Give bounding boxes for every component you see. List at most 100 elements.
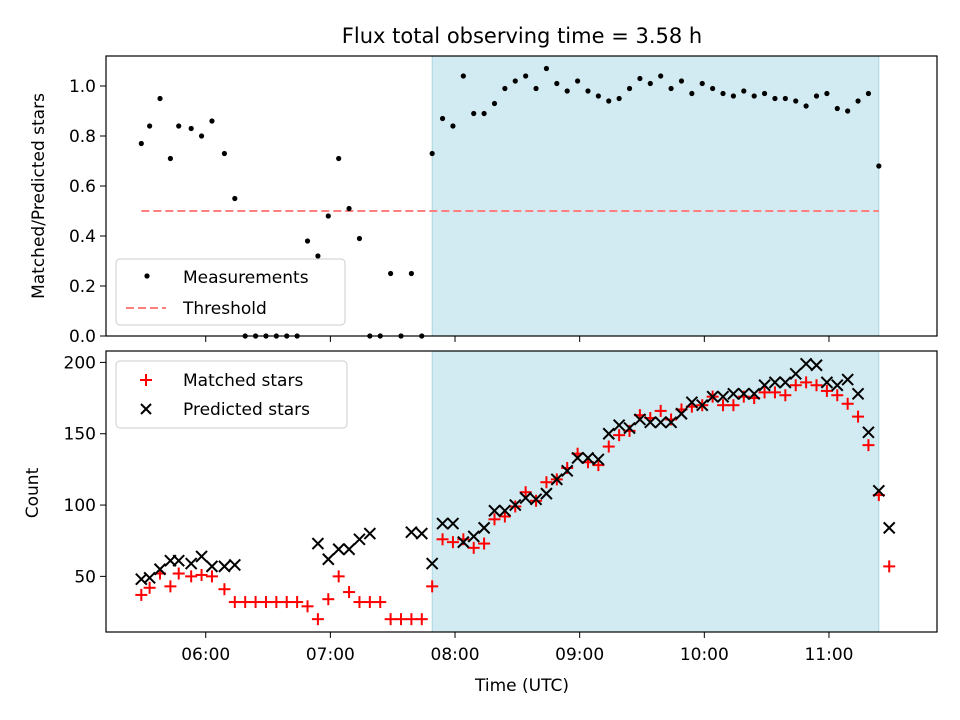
measurement-point bbox=[502, 85, 508, 92]
legend-measurements-marker bbox=[144, 273, 150, 279]
predicted-star-point bbox=[883, 521, 896, 535]
matched-star-point bbox=[249, 596, 262, 609]
measurement-point bbox=[388, 270, 394, 277]
matched-star-point bbox=[311, 613, 324, 626]
predicted-star-point bbox=[831, 379, 844, 392]
matched-star-point bbox=[405, 613, 418, 626]
matched-star-point bbox=[717, 399, 730, 412]
predicted-star-point bbox=[519, 491, 532, 505]
matched-star-point bbox=[239, 596, 252, 609]
measurement-point bbox=[678, 78, 685, 84]
measurement-point bbox=[699, 80, 705, 87]
legend-threshold-label: Threshold bbox=[182, 299, 267, 319]
matched-star-point bbox=[436, 533, 449, 546]
measurement-point bbox=[346, 205, 352, 212]
matched-star-point bbox=[228, 596, 241, 609]
matched-star-point bbox=[270, 596, 283, 609]
predicted-star-point bbox=[571, 451, 584, 465]
matched-star-point bbox=[810, 379, 823, 392]
measurement-point bbox=[138, 140, 144, 147]
x-tick-label: 08:00 bbox=[431, 645, 480, 665]
matched-star-point bbox=[353, 596, 366, 609]
matched-star-point bbox=[374, 596, 387, 609]
predicted-star-point bbox=[602, 427, 615, 440]
matched-star-point bbox=[820, 384, 833, 397]
predicted-star-point bbox=[623, 421, 636, 435]
measurement-point bbox=[616, 95, 622, 102]
measurement-point bbox=[157, 95, 163, 102]
measurement-point bbox=[782, 95, 788, 102]
matched-star-point bbox=[509, 500, 522, 513]
predicted-star-point bbox=[332, 543, 345, 556]
predicted-star-point bbox=[509, 498, 522, 512]
legend-predicted-marker bbox=[140, 403, 152, 415]
measurement-point bbox=[751, 93, 757, 99]
matched-star-point bbox=[488, 513, 501, 526]
predicted-star-point bbox=[477, 521, 491, 535]
matched-star-point bbox=[498, 510, 511, 523]
predicted-star-point bbox=[405, 525, 418, 539]
predicted-star-point bbox=[851, 387, 865, 400]
predicted-star-point bbox=[342, 543, 356, 556]
predicted-star-point bbox=[172, 554, 185, 567]
matched-star-point bbox=[363, 596, 376, 609]
measurement-point bbox=[813, 93, 820, 99]
predicted-star-point bbox=[228, 558, 242, 572]
measurement-point bbox=[429, 150, 435, 157]
measurement-point bbox=[803, 103, 809, 109]
matched-star-point bbox=[164, 580, 177, 593]
measurement-point bbox=[460, 73, 466, 79]
measurement-point bbox=[356, 235, 363, 242]
legend-predicted-label: Predicted stars bbox=[183, 400, 310, 420]
matched-star-point bbox=[322, 593, 335, 606]
matched-star-point bbox=[332, 570, 345, 583]
predicted-star-point bbox=[664, 416, 678, 429]
x-tick-label: 07:00 bbox=[306, 645, 355, 665]
matched-star-point bbox=[291, 596, 304, 609]
measurement-point bbox=[304, 238, 311, 244]
matched-star-point bbox=[218, 583, 231, 596]
measurement-point bbox=[176, 123, 182, 129]
predicted-star-point bbox=[205, 560, 219, 573]
predicted-star-point bbox=[311, 537, 325, 550]
legend-matched-marker bbox=[140, 374, 152, 386]
measurement-point bbox=[637, 75, 643, 82]
matched-star-point bbox=[280, 596, 293, 609]
predicted-star-point bbox=[560, 464, 574, 478]
bottom-panel: 50 100 150 200 06:00 07:00 08:00 09:00 10:00 11:… bbox=[23, 350, 938, 696]
bottom-observing-window bbox=[431, 350, 880, 633]
measurement-point bbox=[834, 105, 840, 112]
measurement-point bbox=[408, 270, 414, 277]
measurement-point bbox=[543, 65, 550, 72]
matched-star-point bbox=[259, 596, 272, 609]
matched-star-point bbox=[415, 613, 428, 626]
measurement-point bbox=[198, 133, 205, 139]
predicted-star-point bbox=[184, 557, 198, 570]
predicted-star-point bbox=[820, 376, 834, 389]
measurement-point bbox=[595, 93, 601, 99]
measurement-point bbox=[188, 125, 194, 132]
matched-star-point bbox=[727, 399, 740, 412]
measurement-point bbox=[668, 85, 674, 92]
predicted-star-point bbox=[153, 563, 167, 576]
measurement-point bbox=[710, 85, 716, 92]
matched-star-point bbox=[530, 494, 543, 507]
predicted-star-point bbox=[675, 407, 688, 420]
predicted-star-point bbox=[633, 413, 647, 426]
matched-star-point bbox=[478, 537, 491, 550]
measurement-point bbox=[658, 73, 664, 79]
legend-measurements-label: Measurements bbox=[183, 268, 309, 288]
measurement-point bbox=[523, 73, 529, 79]
measurement-point bbox=[761, 90, 768, 97]
bottom-y-axis-label: Count bbox=[23, 467, 43, 518]
measurement-point bbox=[533, 85, 539, 92]
top-panel: 0.0 0.2 0.4 0.6 0.8 1.0 Matched/Predicted sta… bbox=[29, 55, 938, 347]
x-tick-label: 10:00 bbox=[680, 645, 729, 665]
predicted-star-point bbox=[529, 493, 543, 506]
predicted-star-point bbox=[446, 517, 460, 530]
predicted-star-point bbox=[363, 527, 377, 540]
matched-star-point bbox=[135, 588, 148, 601]
measurement-point bbox=[336, 155, 342, 162]
predicted-star-point bbox=[716, 390, 730, 403]
